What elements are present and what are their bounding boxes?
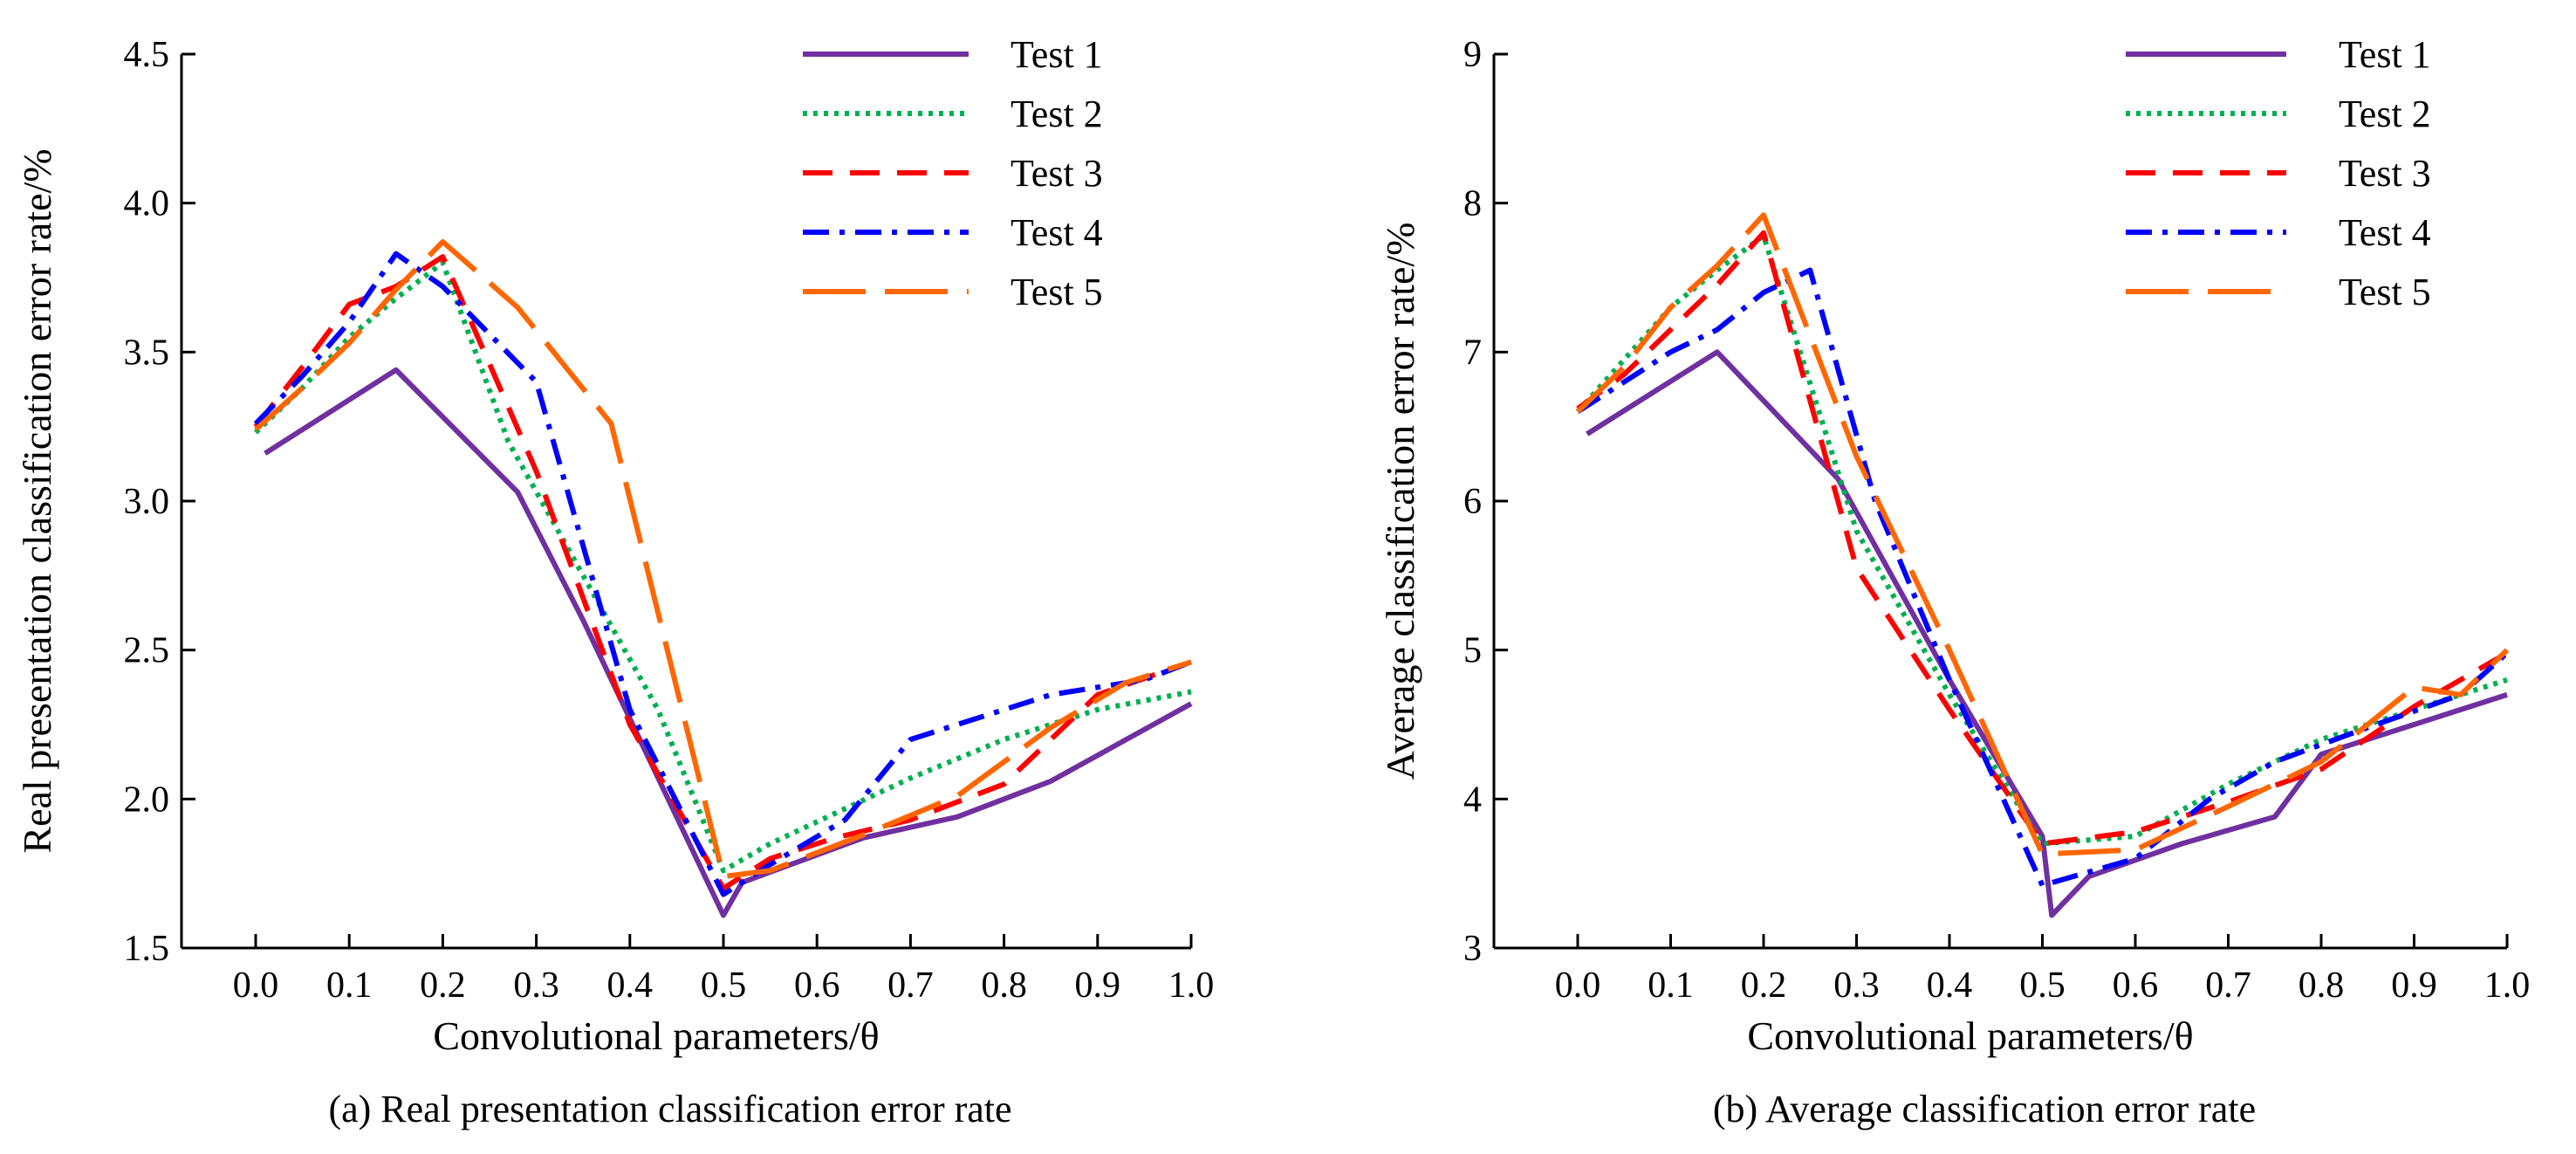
- x-tick-label: 0.7: [887, 965, 934, 1006]
- y-tick-label: 5: [1463, 631, 1482, 671]
- x-tick-label: 0.0: [233, 965, 279, 1006]
- x-tick-label: 0.3: [513, 965, 559, 1006]
- y-tick-label: 1.5: [124, 929, 170, 969]
- y-tick-label: 2.5: [124, 631, 170, 671]
- series-line-1: [264, 367, 1193, 918]
- x-tick-label: 0.5: [701, 965, 747, 1006]
- x-tick-label: 0.0: [1555, 965, 1601, 1006]
- x-tick-label: 0.1: [326, 965, 373, 1006]
- series-line-4: [253, 251, 1193, 897]
- series-line-4: [1576, 267, 2510, 889]
- x-tick-label: 0.2: [420, 965, 466, 1006]
- series-line-3: [1576, 230, 2509, 847]
- x-tick-label: 0.4: [1927, 965, 1973, 1006]
- series-line-2: [253, 259, 1192, 874]
- legend-label: Test 5: [1011, 271, 1103, 313]
- series-line-1: [1586, 349, 2508, 918]
- y-tick-label: 7: [1463, 333, 1482, 373]
- legend-label: Test 2: [2339, 93, 2431, 135]
- legend-label: Test 3: [2339, 152, 2431, 195]
- legend-label: Test 2: [1011, 93, 1103, 135]
- y-tick-label: 4: [1463, 780, 1482, 820]
- x-tick-label: 0.5: [2019, 965, 2066, 1006]
- x-axis-label: Convolutional parameters/θ: [433, 1013, 879, 1058]
- x-tick-label: 0.9: [2391, 965, 2437, 1006]
- legend: Test 1 Test 2 Test 3 Test 4 Test 5: [803, 33, 1103, 313]
- chart-panel-b: 3 4 5 6 7 8 9 0.0 0.1 0.2 0.3 0.4 0.5 0.6 0.7 0.8 0.9 1.0…: [1378, 33, 2530, 1130]
- legend: Test 1 Test 2 Test 3 Test 4 Test 5: [2126, 33, 2431, 313]
- x-tick-label: 0.3: [1833, 965, 1880, 1006]
- legend-label: Test 3: [1011, 152, 1103, 195]
- chart-panel-a: 1.5 2.0 2.5 3.0 3.5 4.0 4.5 0.0 0.1 0.2 0.3 0.4 0.5 0…: [15, 33, 1214, 1130]
- y-tick-label: 9: [1463, 35, 1482, 75]
- y-tick-label: 2.0: [124, 780, 170, 820]
- legend-label: Test 4: [1011, 211, 1103, 254]
- y-tick-label: 8: [1463, 184, 1482, 224]
- y-tick-label: 4.5: [124, 35, 170, 75]
- y-tick-label: 4.0: [124, 184, 170, 224]
- x-tick-label: 1.0: [2484, 965, 2531, 1006]
- x-tick-label: 0.4: [607, 965, 654, 1006]
- series-line-5: [254, 239, 1192, 880]
- legend-label: Test 1: [1011, 33, 1103, 76]
- legend-label: Test 4: [2339, 211, 2431, 254]
- y-tick-label: 3.0: [124, 482, 170, 522]
- y-tick-label: 3.5: [124, 333, 170, 373]
- x-tick-label: 1.0: [1168, 965, 1215, 1006]
- legend-label: Test 5: [2339, 271, 2431, 313]
- series-line-3: [253, 254, 1192, 891]
- x-tick-label: 0.8: [2299, 965, 2345, 1006]
- x-tick-label: 0.9: [1075, 965, 1121, 1006]
- x-axis-label: Convolutional parameters/θ: [1747, 1013, 2193, 1058]
- x-tick-label: 0.6: [794, 965, 840, 1006]
- y-axis-label: Average classification error rate/%: [1378, 223, 1422, 780]
- x-tick-label: 0.2: [1741, 965, 1787, 1006]
- y-axis-label: Real presentation classification error r…: [15, 148, 59, 853]
- panel-caption: (b) Average classification error rate: [1713, 1088, 2256, 1130]
- legend-label: Test 1: [2339, 33, 2431, 76]
- x-tick-label: 0.6: [2113, 965, 2159, 1006]
- x-tick-label: 0.1: [1648, 965, 1694, 1006]
- x-tick-label: 0.8: [981, 965, 1027, 1006]
- series-line-5: [1575, 212, 2510, 857]
- y-tick-label: 3: [1463, 929, 1482, 969]
- x-tick-label: 0.7: [2205, 965, 2251, 1006]
- y-tick-label: 6: [1463, 482, 1482, 522]
- panel-caption: (a) Real presentation classification err…: [328, 1088, 1011, 1130]
